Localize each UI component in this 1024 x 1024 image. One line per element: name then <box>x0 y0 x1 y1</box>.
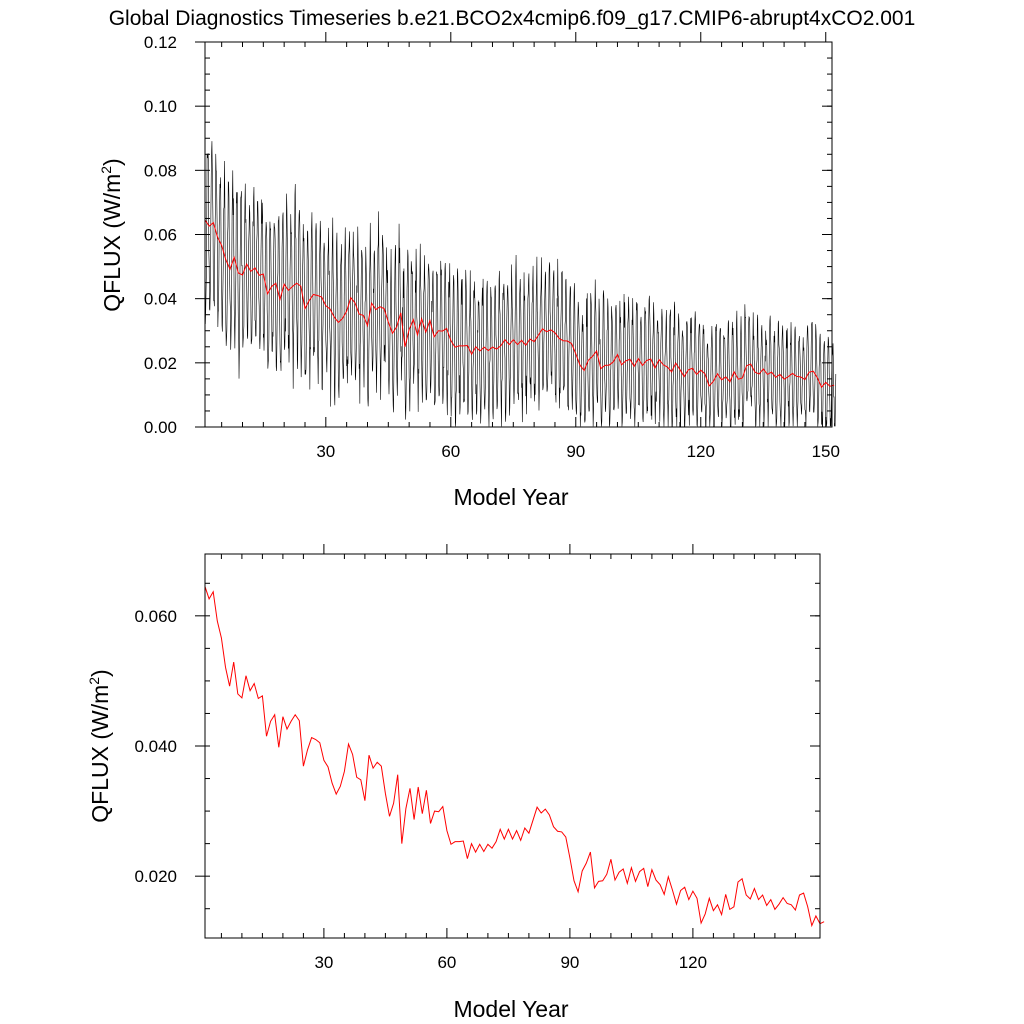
bottom-series-annual-mean <box>204 586 825 928</box>
top-ytick-label: 0.06 <box>144 226 177 245</box>
top-ytick-label: 0.12 <box>144 33 177 52</box>
top-series-monthly <box>204 141 837 427</box>
bottom-xtick-label: 120 <box>679 953 707 972</box>
top-panel: 30 60 90 120 150 0.00 0.02 0.04 0.06 0.08 0.10 0.12… <box>98 32 840 510</box>
bottom-ytick-label: 0.060 <box>134 607 177 626</box>
bottom-panel: 30 60 90 120 0.020 0.040 0.060 Model Year QFLU… <box>86 544 825 1022</box>
bottom-plot-area <box>204 586 825 928</box>
top-xtick-label: 60 <box>441 442 460 461</box>
top-xtick-label: 150 <box>812 442 840 461</box>
bottom-xtick-label: 90 <box>560 953 579 972</box>
bottom-ytick-label: 0.020 <box>134 867 177 886</box>
top-plot-area <box>204 141 837 427</box>
top-ytick-label: 0.02 <box>144 354 177 373</box>
bottom-x-axis-title: Model Year <box>453 996 568 1022</box>
top-xtick-label: 90 <box>566 442 585 461</box>
top-ytick-label: 0.04 <box>144 290 177 309</box>
top-y-axis-title: QFLUX (W/m2) <box>98 158 125 311</box>
top-ytick-label: 0.00 <box>144 418 177 437</box>
top-xtick-label: 120 <box>687 442 715 461</box>
chart-title: Global Diagnostics Timeseries b.e21.BCO2… <box>109 7 916 30</box>
bottom-xtick-label: 30 <box>314 953 333 972</box>
top-ytick-label: 0.08 <box>144 161 177 180</box>
top-xtick-label: 30 <box>316 442 335 461</box>
bottom-axes-frame <box>204 553 821 939</box>
bottom-ytick-label: 0.040 <box>134 737 177 756</box>
top-ticks: 30 60 90 120 150 0.00 0.02 0.04 0.06 0.08 0.10 0.12 <box>144 32 840 461</box>
top-ytick-label: 0.10 <box>144 97 177 116</box>
top-series-annual-mean <box>204 219 835 389</box>
bottom-y-axis-title: QFLUX (W/m2) <box>86 669 113 822</box>
bottom-ticks: 30 60 90 120 0.020 0.040 0.060 <box>134 544 820 972</box>
top-x-axis-title: Model Year <box>453 484 568 510</box>
bottom-xtick-label: 60 <box>437 953 456 972</box>
